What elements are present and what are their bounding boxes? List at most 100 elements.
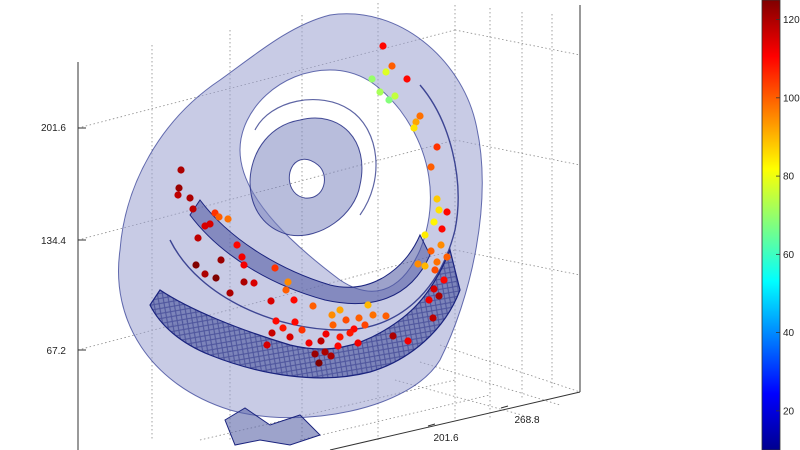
data-point <box>416 112 424 120</box>
colorbar-bar <box>761 0 781 450</box>
colorbar-tick-label: 100 <box>783 93 800 104</box>
colorbar-tick-label: 120 <box>783 15 800 26</box>
data-point <box>403 75 411 83</box>
data-point <box>388 62 396 70</box>
x-tick-label: 201.6 <box>433 433 458 444</box>
data-point <box>317 337 325 345</box>
data-point <box>309 302 317 310</box>
inner-turn <box>249 117 363 237</box>
data-point <box>268 329 276 337</box>
z-tick-label: 201.6 <box>41 123 66 134</box>
data-point <box>175 184 183 192</box>
z-axis-ticks: 201.6 134.4 67.2 <box>41 123 86 357</box>
data-point <box>238 253 246 261</box>
data-point <box>421 231 429 239</box>
data-point <box>329 321 337 329</box>
data-point <box>368 75 376 83</box>
data-point <box>212 274 220 282</box>
data-point <box>385 96 393 104</box>
data-point <box>217 256 225 264</box>
data-point <box>430 285 438 293</box>
data-point <box>364 301 372 309</box>
data-point <box>282 286 290 294</box>
data-point <box>404 337 412 345</box>
data-point <box>382 68 390 76</box>
data-point <box>291 318 299 326</box>
data-point <box>427 163 435 171</box>
apical-edge <box>254 99 377 216</box>
data-point <box>334 342 342 350</box>
data-point <box>215 213 223 221</box>
data-point <box>224 215 232 223</box>
data-point <box>435 292 443 300</box>
data-point <box>305 339 313 347</box>
x-tick-label: 268.8 <box>514 415 539 426</box>
data-point <box>410 124 418 132</box>
data-point <box>298 326 306 334</box>
data-point <box>290 296 298 304</box>
data-point <box>443 253 451 261</box>
middle-turn-band <box>189 199 431 305</box>
data-point <box>433 143 441 151</box>
data-point <box>431 266 439 274</box>
scala-ridge <box>169 84 459 331</box>
data-point <box>311 350 319 358</box>
data-point <box>430 218 438 226</box>
data-point <box>267 297 275 305</box>
data-point <box>321 348 329 356</box>
data-point <box>315 359 323 367</box>
data-point <box>322 330 330 338</box>
data-point <box>342 316 350 324</box>
data-point <box>194 234 202 242</box>
data-point <box>369 311 377 319</box>
data-point <box>433 195 441 203</box>
data-point <box>427 247 435 255</box>
data-point <box>438 225 446 233</box>
data-point <box>186 194 194 202</box>
data-point <box>206 220 214 228</box>
data-point <box>443 208 451 216</box>
data-point <box>192 261 200 269</box>
data-point <box>391 92 399 100</box>
data-point <box>379 42 387 50</box>
data-point <box>226 289 234 297</box>
colorbar: 20 40 60 80 100 120 <box>761 0 800 450</box>
data-point <box>250 279 258 287</box>
data-point <box>240 278 248 286</box>
basal-turn-band <box>149 248 461 379</box>
data-point <box>429 314 437 322</box>
data-point <box>389 332 397 340</box>
data-point <box>284 278 292 286</box>
data-point <box>435 206 443 214</box>
z-tick-label: 67.2 <box>47 346 67 357</box>
data-point <box>286 333 294 341</box>
z-tick-label: 134.4 <box>41 236 66 247</box>
data-point <box>263 341 271 349</box>
data-point <box>174 191 182 199</box>
data-point <box>346 329 354 337</box>
lower-fragments <box>224 407 321 446</box>
data-point <box>440 276 448 284</box>
data-point <box>355 314 363 322</box>
data-point <box>327 352 335 360</box>
data-point <box>271 264 279 272</box>
data-point <box>425 296 433 304</box>
data-point <box>189 205 197 213</box>
spiral-surface <box>118 13 483 446</box>
colorbar-tick-label: 60 <box>783 250 795 261</box>
colorbar-tick-label: 20 <box>783 406 795 417</box>
data-point <box>361 321 369 329</box>
colorbar-tick-label: 40 <box>783 328 795 339</box>
x-axis-ticks: 201.6 268.8 <box>427 405 540 444</box>
data-point <box>433 258 441 266</box>
scatter-points <box>174 42 451 367</box>
data-point <box>354 339 362 347</box>
data-point <box>421 262 429 270</box>
data-point <box>201 270 209 278</box>
data-point <box>412 118 420 126</box>
axes-lines <box>77 5 581 450</box>
data-point <box>336 306 344 314</box>
data-point <box>336 333 344 341</box>
data-point <box>177 166 185 174</box>
